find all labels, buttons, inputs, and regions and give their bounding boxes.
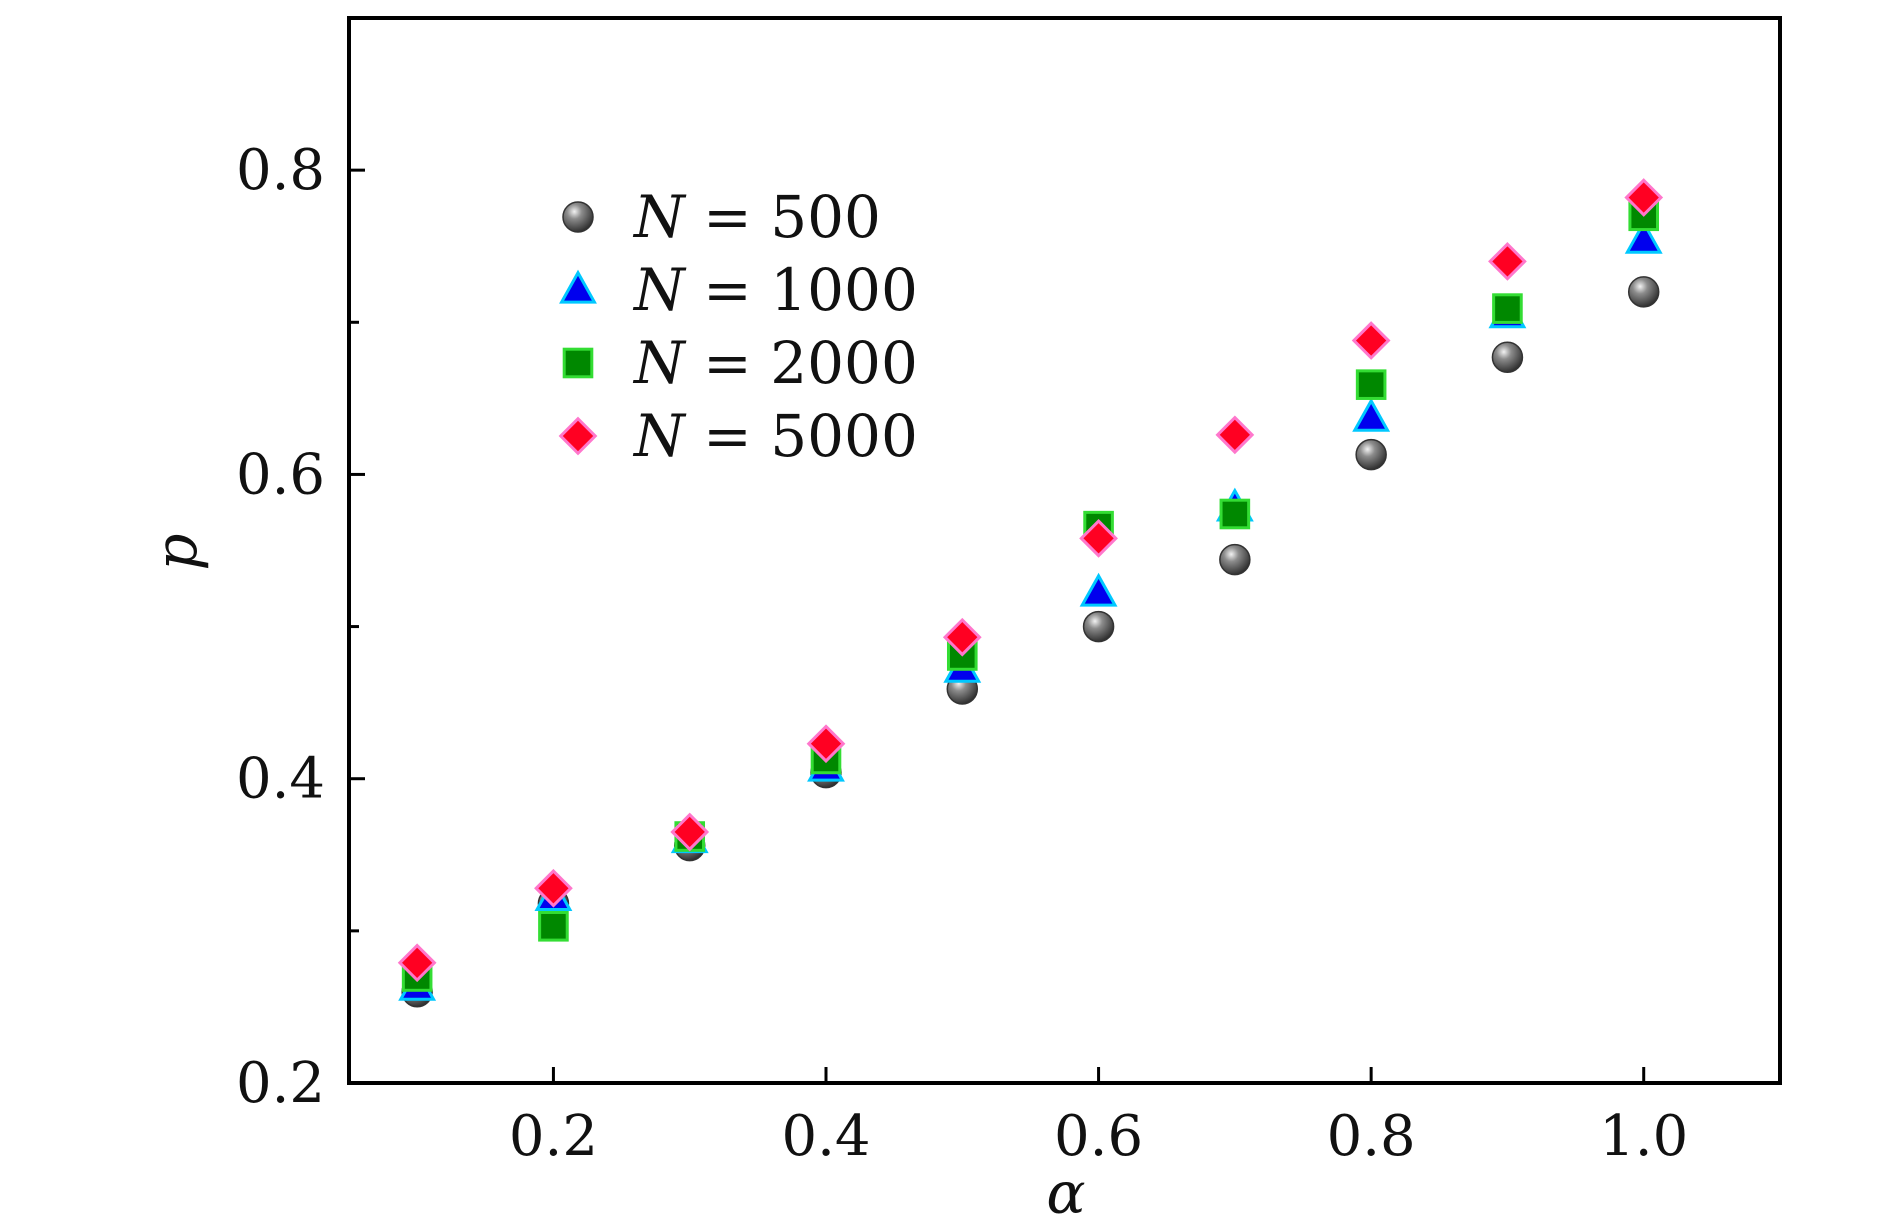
legend-label: N = 1000 [632,256,918,324]
legend-label: N = 2000 [632,329,918,397]
series-5000-points [397,178,1664,983]
data-point [670,812,710,852]
data-point [1492,293,1523,324]
legend-item-1000: N = 1000 [559,256,918,324]
data-point [1351,321,1391,360]
data-point [1352,397,1391,432]
data-point [1219,498,1251,530]
data-point [397,943,437,983]
data-point [1215,415,1255,455]
x-tick-label: 1.0 [1599,1104,1688,1169]
data-point [1624,178,1664,217]
data-point [806,724,846,764]
data-point [1491,341,1524,374]
series-2000-points [401,200,1660,992]
legend-label: N = 500 [632,183,881,251]
y-tick-label: 0.8 [236,138,325,203]
data-point [1079,518,1118,558]
legend-marker-triangle [559,269,597,304]
data-point [1219,543,1251,576]
data-point [538,910,569,942]
legend-item-5000: N = 5000 [558,402,918,470]
series-500-points [401,276,1660,1008]
data-points [397,178,1664,1008]
x-tick-label: 0.2 [509,1104,598,1169]
y-tick-label: 0.6 [236,442,325,507]
y-tick-label: 0.4 [236,747,325,812]
x-tick-label: 0.8 [1327,1104,1416,1169]
data-point [1355,369,1387,400]
data-point [1079,572,1118,607]
x-axis-title: α [1046,1159,1085,1227]
legend-item-2000: N = 2000 [562,329,918,397]
data-point [1627,276,1660,308]
y-tick-label: 0.2 [236,1051,325,1116]
x-tick-label: 0.4 [781,1104,870,1169]
data-point [1624,219,1663,254]
data-point [1488,242,1527,281]
data-point [1082,610,1115,643]
data-point [534,868,573,908]
series-1000-points [398,219,1663,1001]
legend-item-500: N = 500 [562,183,881,251]
legend-marker-square [562,347,594,379]
legend-marker-sphere [562,201,594,233]
y-axis-title: p [142,533,210,570]
data-point [942,617,982,657]
legend-marker-diamond [558,416,598,456]
x-tick-label: 0.6 [1054,1104,1143,1169]
data-point [1355,438,1387,471]
legend-label: N = 5000 [632,402,918,470]
plot-frame [347,16,1782,1085]
